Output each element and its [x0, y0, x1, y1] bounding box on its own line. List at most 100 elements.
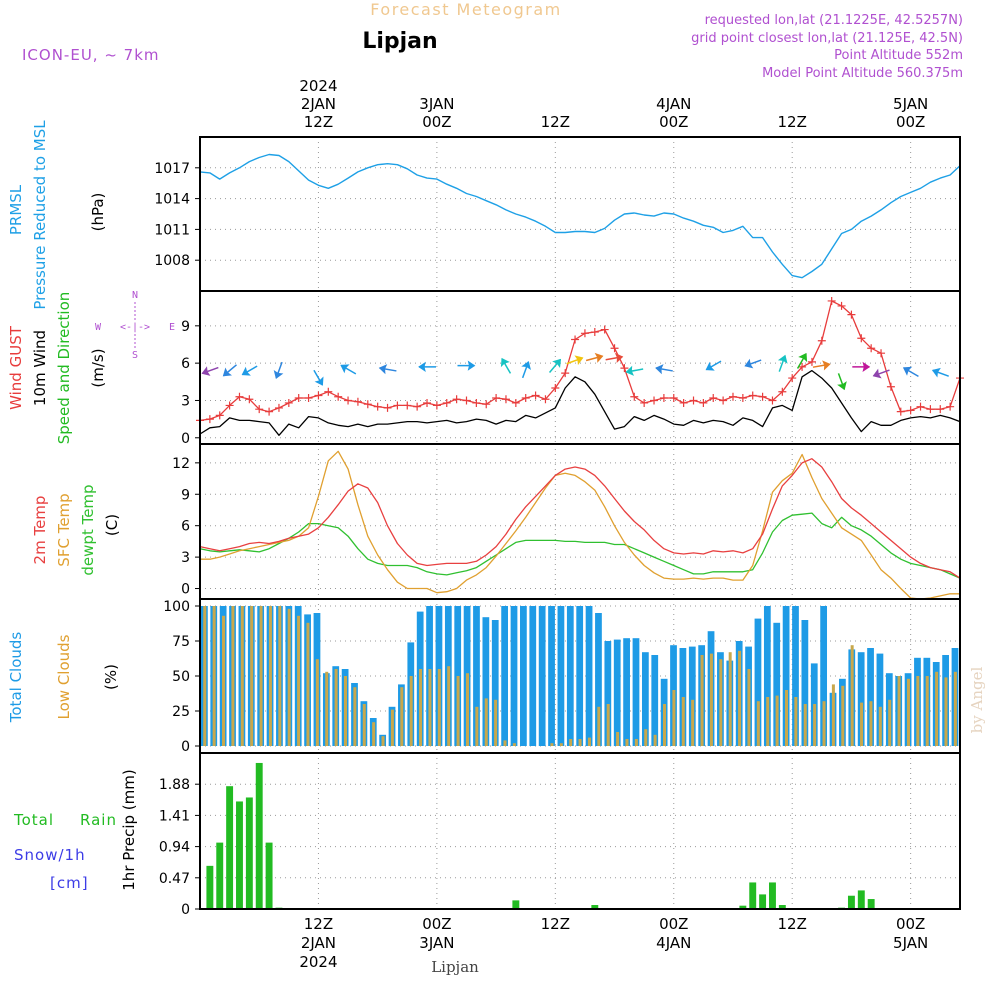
credit: by Angel	[968, 666, 986, 733]
cloud-ytick-label: 50	[172, 669, 190, 685]
wind-direction-arrow	[812, 360, 831, 371]
compass-west: W	[95, 322, 102, 333]
gust-point	[255, 405, 264, 414]
precip-ytick-label: 0	[181, 902, 190, 918]
wind-direction-arrow	[872, 368, 890, 379]
low-cloud-label: Low Clouds	[55, 634, 73, 719]
total-cloud-bar	[651, 655, 659, 746]
total-cloud-bar	[688, 646, 696, 746]
chart-title: Forecast Meteogram	[370, 0, 561, 19]
sfc-temp-label: SFC Temp	[55, 493, 73, 566]
total-cloud-bar	[613, 639, 621, 746]
wind-direction-arrow	[378, 364, 397, 375]
gust-point	[265, 407, 274, 416]
gust-point	[373, 402, 382, 411]
low-cloud-bar	[766, 697, 770, 746]
low-cloud-bar	[681, 697, 685, 746]
gust-point	[827, 296, 836, 305]
low-cloud-bar	[925, 676, 929, 746]
precip-labels: Total Rain Snow/1h [cm] 1hr Precip (mm)	[13, 769, 138, 892]
total-cloud-bar	[576, 606, 584, 746]
gust-label: Wind GUST	[7, 325, 25, 410]
gust-point	[837, 301, 846, 310]
low-cloud-bar	[644, 729, 648, 746]
total-cloud-bar	[491, 620, 499, 746]
gust-point	[719, 396, 728, 405]
total-label: Total	[13, 811, 54, 829]
low-cloud-bar	[240, 606, 244, 746]
gust-point	[294, 393, 303, 402]
gust-point	[580, 329, 589, 338]
gust-point	[274, 403, 283, 412]
gust-point	[344, 396, 353, 405]
time-label-bottom: 00Z	[422, 915, 451, 933]
wind-direction-arrow	[313, 369, 324, 386]
low-cloud-bar	[409, 676, 413, 746]
gust-point	[551, 384, 560, 393]
cloud-ytick-label: 25	[172, 704, 190, 720]
total-cloud-bar	[595, 613, 602, 746]
precip-ytick-label: 1.41	[159, 808, 190, 824]
wind-direction-arrow	[585, 352, 604, 363]
gust-point	[906, 406, 915, 415]
low-cloud-bar	[916, 676, 920, 746]
gust-point	[442, 398, 451, 407]
low-cloud-bar	[860, 702, 864, 746]
low-cloud-bar	[813, 704, 817, 746]
low-cloud-bar	[841, 685, 845, 746]
precip-bar	[236, 801, 243, 909]
time-label-top: 3JAN	[419, 95, 454, 113]
low-cloud-bar	[587, 737, 591, 746]
compass-north: N	[132, 290, 138, 301]
gust-point	[877, 349, 886, 358]
total-cloud-bar	[857, 652, 865, 746]
low-cloud-bar	[419, 669, 423, 746]
cloud-ytick-label: 0	[181, 739, 190, 755]
precip-bar	[512, 900, 520, 909]
precip-bar	[255, 762, 263, 909]
low-cloud-bar	[437, 669, 441, 746]
gust-point	[640, 398, 649, 407]
wind-direction-arrow	[273, 361, 284, 379]
precip-bar	[245, 797, 253, 909]
temp-ytick-label: 12	[172, 456, 190, 472]
low-cloud-bar	[700, 655, 704, 746]
gust-point	[748, 391, 757, 400]
time-label-top: 2024	[299, 77, 337, 95]
gust-point	[403, 401, 412, 410]
low-cloud-bar	[663, 704, 667, 746]
precip-bar	[206, 865, 214, 909]
wind-direction-arrow	[902, 366, 919, 378]
gust-point	[215, 411, 224, 420]
cloud-unit: (%)	[102, 664, 120, 690]
gust-point	[383, 403, 392, 412]
total-cloud-bar	[548, 606, 555, 746]
gust-point	[728, 392, 737, 401]
gust-point	[857, 334, 866, 343]
gust-point	[314, 391, 323, 400]
gust-point	[610, 344, 619, 353]
gust-point	[462, 396, 471, 405]
gust-point	[768, 396, 777, 405]
gust-point	[423, 398, 432, 407]
cloud-ytick-label: 75	[172, 634, 190, 650]
low-cloud-bar	[850, 645, 854, 746]
low-cloud-bar	[231, 606, 235, 746]
gust-point	[393, 401, 402, 410]
gust-point	[284, 398, 293, 407]
low-cloud-bar	[297, 615, 301, 746]
gust-point	[492, 393, 501, 402]
low-cloud-bar	[390, 709, 394, 746]
precip-bar	[591, 905, 599, 909]
compass-arrows: <-|->	[120, 322, 150, 333]
total-cloud-bar	[557, 606, 565, 746]
gust-point	[432, 401, 441, 410]
panel-frames	[195, 136, 961, 910]
precip-axis-label: 1hr Precip (mm)	[120, 769, 138, 890]
t2m-line	[199, 458, 961, 579]
time-label-top: 00Z	[659, 113, 688, 131]
low-cloud-bar	[794, 697, 798, 746]
time-label-bottom: 00Z	[659, 915, 688, 933]
precip-ytick-label: 0.94	[159, 840, 190, 856]
